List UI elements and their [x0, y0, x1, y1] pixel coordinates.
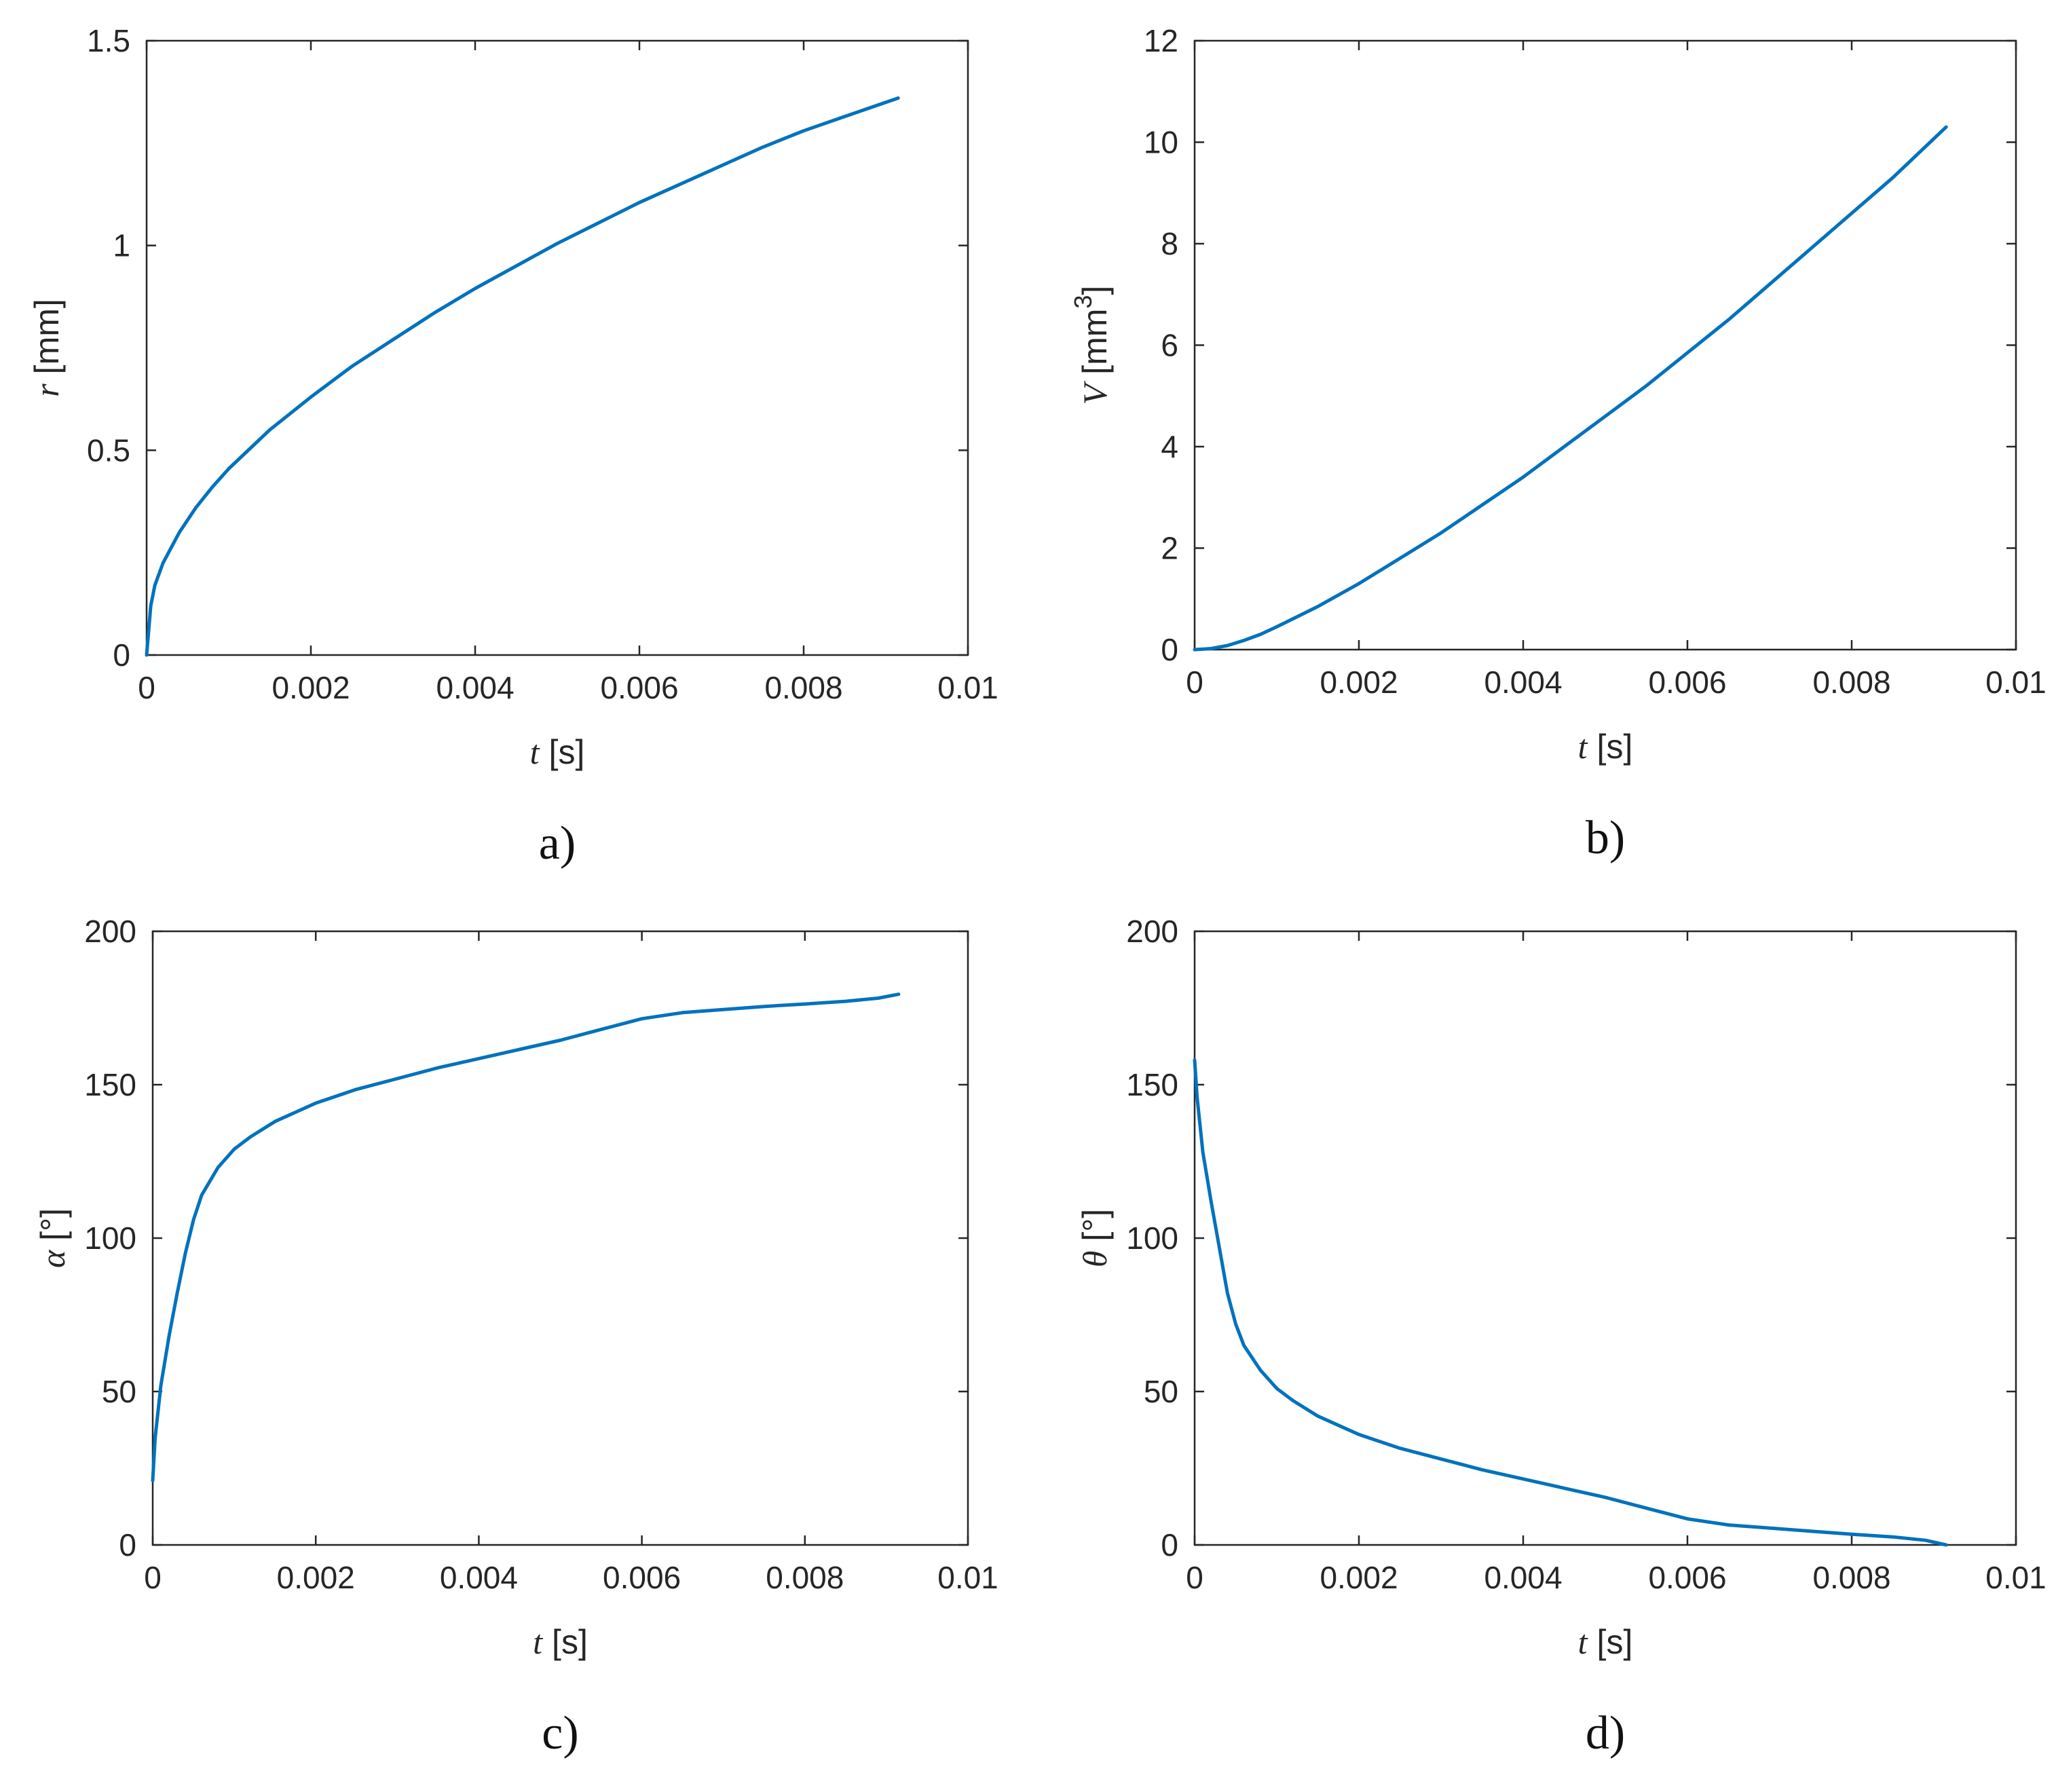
x-axis-label: t [s] [1578, 728, 1633, 766]
y-tick-label: 100 [84, 1220, 136, 1256]
y-tick-label: 4 [1161, 429, 1178, 464]
x-tick-label: 0.004 [1484, 1560, 1562, 1595]
panel-caption-a: a) [539, 817, 576, 870]
y-tick-label: 0 [119, 1527, 136, 1563]
x-axis-unit: [s] [552, 1623, 588, 1661]
x-tick-label: 0 [1186, 1560, 1203, 1595]
y-tick-label: 12 [1144, 23, 1178, 58]
y-tick-label: 150 [1126, 1067, 1178, 1102]
y-tick-label: 100 [1126, 1220, 1178, 1256]
series-line-alpha [151, 992, 901, 1482]
y-axis-unit-close: ] [1076, 286, 1114, 295]
y-tick-label: 0 [1161, 632, 1178, 667]
y-axis-symbol: V [1076, 380, 1114, 405]
y-axis-label: α [°] [34, 1208, 72, 1268]
series-line-theta [1193, 1058, 1948, 1547]
x-tick-label: 0 [144, 1560, 162, 1595]
x-tick-label: 0.002 [277, 1560, 355, 1595]
chart-panel-a: 0 0.002 0.004 0.006 0.008 0.01 0 0.5 1 1.5 t [s] r [m… [28, 23, 998, 771]
x-tick-label: 0.008 [766, 1560, 844, 1595]
y-tick-label: 0 [113, 637, 130, 673]
y-axis-unit: [mm] [28, 299, 66, 374]
x-tick-label: 0 [138, 670, 155, 705]
x-tick-label: 0.01 [1985, 1560, 2046, 1595]
y-tick-label: 50 [102, 1374, 136, 1409]
plot-frame [1193, 39, 2017, 651]
x-axis-unit: [s] [1597, 1623, 1633, 1661]
panel-caption-b: b) [1586, 812, 1625, 864]
chart-panel-d: 0 0.002 0.004 0.006 0.008 0.01 0 50 100 150 200 t [s… [1076, 914, 2046, 1661]
x-tick-label: 0.002 [272, 670, 350, 705]
y-axis-label: V [mm3] [1069, 286, 1114, 405]
y-axis-symbol: θ [1076, 1251, 1114, 1268]
y-tick-label: 50 [1144, 1374, 1178, 1409]
x-axis-label: t [s] [530, 733, 585, 771]
x-axis-unit: [s] [549, 733, 585, 771]
x-tick-label: 0.006 [1648, 665, 1726, 700]
x-tick-label: 0.004 [1484, 665, 1562, 700]
x-tick-label: 0.008 [764, 670, 842, 705]
series-line-V [1193, 125, 1948, 652]
y-tick-label: 2 [1161, 531, 1178, 566]
panel-caption-c: c) [542, 1707, 578, 1759]
plot-frame [1193, 930, 2017, 1546]
y-tick-label: 1 [113, 228, 130, 263]
y-tick-label: 0 [1161, 1527, 1178, 1563]
y-axis-unit-superscript: 3 [1069, 295, 1097, 309]
y-tick-label: 200 [84, 914, 136, 949]
x-tick-label: 0.01 [937, 1560, 998, 1595]
y-tick-label: 1.5 [87, 23, 130, 58]
y-axis-unit: [°] [34, 1208, 72, 1241]
x-tick-label: 0.004 [436, 670, 514, 705]
x-tick-label: 0.006 [600, 670, 678, 705]
series-line-r [145, 96, 900, 657]
x-axis-symbol: t [1578, 1623, 1588, 1661]
y-tick-label: 10 [1144, 125, 1178, 160]
x-tick-label: 0 [1186, 665, 1203, 700]
x-axis-symbol: t [1578, 728, 1588, 766]
plot-frame [151, 930, 969, 1546]
x-tick-label: 0.006 [603, 1560, 681, 1595]
y-tick-label: 6 [1161, 328, 1178, 363]
y-tick-label: 200 [1126, 914, 1178, 949]
x-tick-label: 0.008 [1812, 1560, 1890, 1595]
y-axis-label: r [mm] [28, 299, 66, 397]
y-axis-unit: [mm [1076, 309, 1114, 375]
y-axis-label: θ [°] [1076, 1209, 1114, 1267]
y-axis-unit: [°] [1076, 1209, 1114, 1242]
x-axis-label: t [s] [1578, 1623, 1633, 1661]
panel-caption-d: d) [1586, 1707, 1625, 1759]
x-tick-label: 0.01 [1985, 665, 2046, 700]
plot-frame [145, 39, 969, 656]
x-axis-symbol: t [533, 1623, 543, 1661]
chart-panel-c: 0 0.002 0.004 0.006 0.008 0.01 0 50 100 150 200 t [s… [34, 914, 998, 1661]
y-tick-label: 150 [84, 1067, 136, 1102]
x-tick-label: 0.002 [1320, 665, 1398, 700]
y-tick-label: 8 [1161, 226, 1178, 261]
x-axis-unit: [s] [1597, 728, 1633, 766]
chart-panel-b: 0 0.002 0.004 0.006 0.008 0.01 0 2 4 6 8 10 12 t [s] V [… [1069, 23, 2046, 766]
y-tick-label: 0.5 [87, 432, 130, 468]
x-tick-label: 0.004 [440, 1560, 518, 1595]
y-axis-symbol: α [34, 1249, 72, 1268]
x-axis-symbol: t [530, 733, 540, 771]
x-tick-label: 0.008 [1812, 665, 1890, 700]
x-tick-label: 0.01 [937, 670, 998, 705]
x-axis-label: t [s] [533, 1623, 588, 1661]
y-axis-symbol: r [28, 384, 66, 397]
x-tick-label: 0.002 [1320, 1560, 1398, 1595]
x-tick-label: 0.006 [1648, 1560, 1726, 1595]
